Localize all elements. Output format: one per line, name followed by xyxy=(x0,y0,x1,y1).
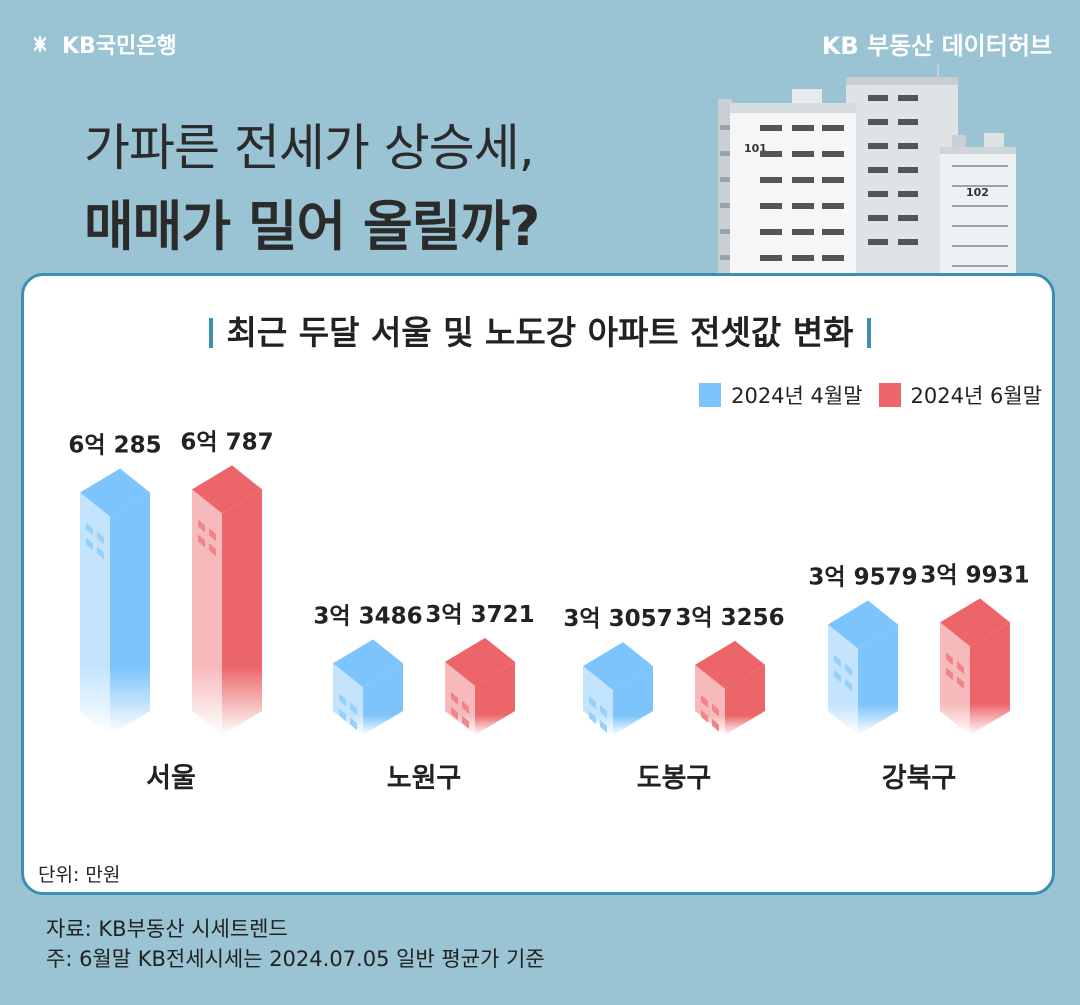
bar-top xyxy=(940,598,1010,647)
bar-value-label: 3억 3721 xyxy=(425,602,534,628)
legend: 2024년 4월말 2024년 6월말 xyxy=(699,380,1042,410)
bar-right-face xyxy=(858,624,898,735)
bar-left-face xyxy=(80,492,110,735)
bar-top xyxy=(445,637,515,686)
chart-title: 최근 두달 서울 및 노도강 아파트 전셋값 변화 xyxy=(0,306,1080,354)
window-icon xyxy=(946,667,953,681)
title-bar-left xyxy=(208,318,213,348)
window-icon xyxy=(712,718,719,732)
bar-value-label: 6억 787 xyxy=(180,429,273,455)
legend-swatch-april xyxy=(699,383,722,407)
window-icon xyxy=(589,696,596,710)
bar-value-label: 3억 3057 xyxy=(563,606,672,632)
headline-line-1: 가파른 전세가 상승세, xyxy=(84,119,535,177)
bar-value-label: 3억 3486 xyxy=(313,603,422,629)
bar-left-face xyxy=(333,663,363,735)
kb-star-icon xyxy=(33,35,47,53)
window-icon xyxy=(845,678,852,692)
window-icon xyxy=(97,546,104,560)
bar-right-face xyxy=(725,664,765,735)
bar-value-label: 3억 9931 xyxy=(920,562,1029,588)
bar-value-label: 6억 285 xyxy=(68,433,161,459)
window-icon xyxy=(946,652,953,666)
window-icon xyxy=(589,711,596,725)
window-icon xyxy=(712,703,719,717)
window-icon xyxy=(209,528,216,542)
bar-left-face xyxy=(192,489,222,735)
headline-line-2: 매매가 밀어 올릴까? xyxy=(84,195,540,258)
legend-label-june: 2024년 6월말 xyxy=(910,384,1042,408)
window-icon xyxy=(462,715,469,729)
bar-left-face xyxy=(940,622,970,735)
bar-right-face xyxy=(475,661,515,735)
category-label: 노원구 xyxy=(387,763,462,794)
bar-value-label: 3억 9579 xyxy=(808,565,917,591)
window-icon xyxy=(209,543,216,557)
bar-right-face xyxy=(222,489,262,735)
source-note: 자료: KB부동산 시세트렌드 xyxy=(46,917,288,941)
bar-top xyxy=(80,468,150,517)
window-icon xyxy=(339,708,346,722)
window-icon xyxy=(339,693,346,707)
window-icon xyxy=(462,700,469,714)
window-icon xyxy=(86,537,93,551)
window-icon xyxy=(701,709,708,723)
category-label: 도봉구 xyxy=(637,763,712,794)
unit-label: 단위: 만원 xyxy=(38,864,121,886)
bar-right-face xyxy=(970,622,1010,735)
bar-value-label: 3억 3256 xyxy=(675,605,784,631)
bar-right-face xyxy=(363,663,403,735)
window-icon xyxy=(834,669,841,683)
window-icon xyxy=(834,654,841,668)
bar-left-face xyxy=(445,661,475,735)
window-icon xyxy=(350,717,357,731)
logo-text: KB국민은행 xyxy=(62,34,177,59)
bar-left-face xyxy=(828,624,858,735)
window-icon xyxy=(97,531,104,545)
building-102-label: 102 xyxy=(966,186,989,199)
window-icon xyxy=(198,534,205,548)
bar-left-face xyxy=(695,664,725,735)
window-icon xyxy=(86,522,93,536)
title-bar-right xyxy=(867,318,872,348)
window-icon xyxy=(957,661,964,675)
kb-bank-logo: KB국민은행 xyxy=(28,28,177,60)
category-label: 서울 xyxy=(146,763,196,794)
window-icon xyxy=(451,706,458,720)
bar-top xyxy=(333,639,403,688)
data-hub-title: KB 부동산 데이터허브 xyxy=(821,32,1052,60)
window-icon xyxy=(198,519,205,533)
legend-label-april: 2024년 4월말 xyxy=(731,384,863,408)
window-icon xyxy=(350,702,357,716)
bar-right-face xyxy=(613,666,653,735)
bar-top xyxy=(583,642,653,691)
window-icon xyxy=(600,704,607,718)
category-label: 강북구 xyxy=(882,763,957,794)
legend-swatch-june xyxy=(878,383,901,407)
window-icon xyxy=(451,691,458,705)
window-icon xyxy=(701,694,708,708)
bar-left-face xyxy=(583,666,613,735)
bar-top xyxy=(695,640,765,689)
window-icon xyxy=(957,676,964,690)
apartment-buildings-illustration: 102 101 xyxy=(718,63,1016,275)
bar-right-face xyxy=(110,492,150,735)
window-icon xyxy=(845,663,852,677)
bar-top xyxy=(828,600,898,649)
footnote: 주: 6월말 KB전세시세는 2024.07.05 일반 평균가 기준 xyxy=(46,947,545,971)
window-icon xyxy=(600,719,607,733)
chart-title-text: 최근 두달 서울 및 노도강 아파트 전셋값 변화 xyxy=(226,313,854,352)
bar-top xyxy=(192,465,262,514)
